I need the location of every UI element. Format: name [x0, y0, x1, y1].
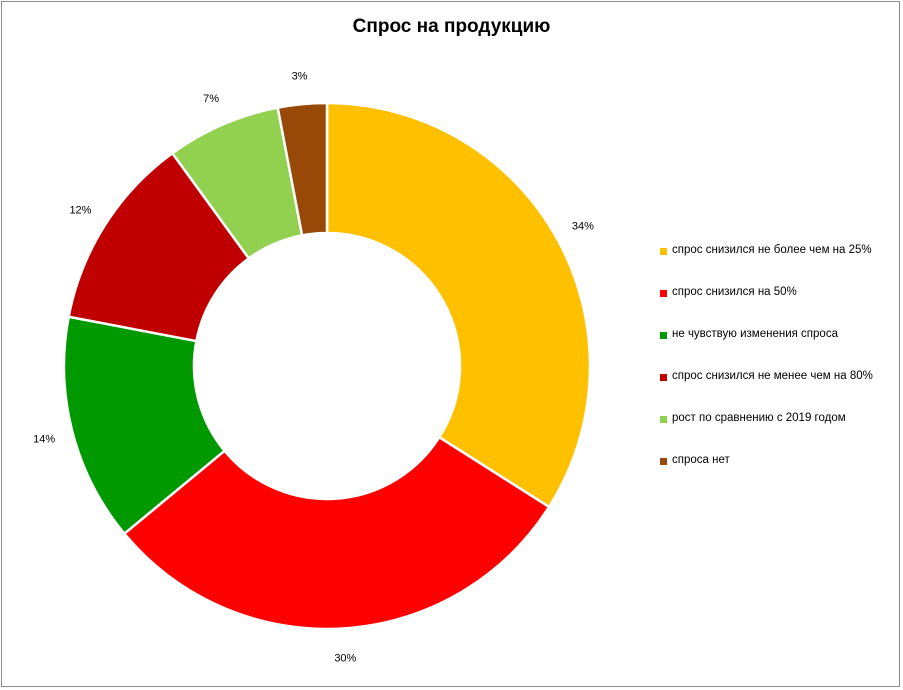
legend-swatch — [660, 374, 667, 381]
legend-label: спрос снизился не менее чем на 80% — [672, 370, 873, 382]
legend-swatch — [660, 248, 667, 255]
legend-item: спроса нет — [658, 448, 898, 490]
donut-slice — [122, 435, 551, 631]
data-label: 12% — [69, 205, 91, 217]
legend-item: спрос снизился на 50% — [658, 280, 898, 322]
chart-legend: спрос снизился не более чем на 25% спрос… — [658, 238, 898, 490]
legend-label: рост по сравнению с 2019 годом — [672, 412, 846, 424]
legend-label: спрос снизился на 50% — [672, 286, 797, 298]
legend-swatch — [660, 332, 667, 339]
legend-item: не чувствую изменения спроса — [658, 322, 898, 364]
donut-slices — [62, 101, 592, 631]
legend-label: спроса нет — [672, 454, 730, 466]
legend-swatch — [660, 416, 667, 423]
legend-label: спрос снизился не более чем на 25% — [672, 244, 872, 256]
legend-item: рост по сравнению с 2019 годом — [658, 406, 898, 448]
data-label: 14% — [33, 434, 55, 446]
legend-item: спрос снизился не менее чем на 80% — [658, 364, 898, 406]
legend-label: не чувствую изменения спроса — [672, 328, 838, 340]
data-label: 7% — [203, 93, 219, 105]
data-label: 30% — [334, 652, 356, 664]
donut-slice — [325, 101, 592, 509]
legend-swatch — [660, 458, 667, 465]
legend-item: спрос снизился не более чем на 25% — [658, 238, 898, 280]
donut-slice — [62, 315, 227, 536]
data-label: 3% — [292, 70, 308, 82]
chart-title: Спрос на продукцию — [352, 16, 551, 37]
data-label: 34% — [572, 220, 594, 232]
legend-swatch — [660, 290, 667, 297]
data-labels: 34% 30% 14% 12% 7% 3% — [33, 70, 594, 664]
donut-slice — [276, 101, 329, 237]
